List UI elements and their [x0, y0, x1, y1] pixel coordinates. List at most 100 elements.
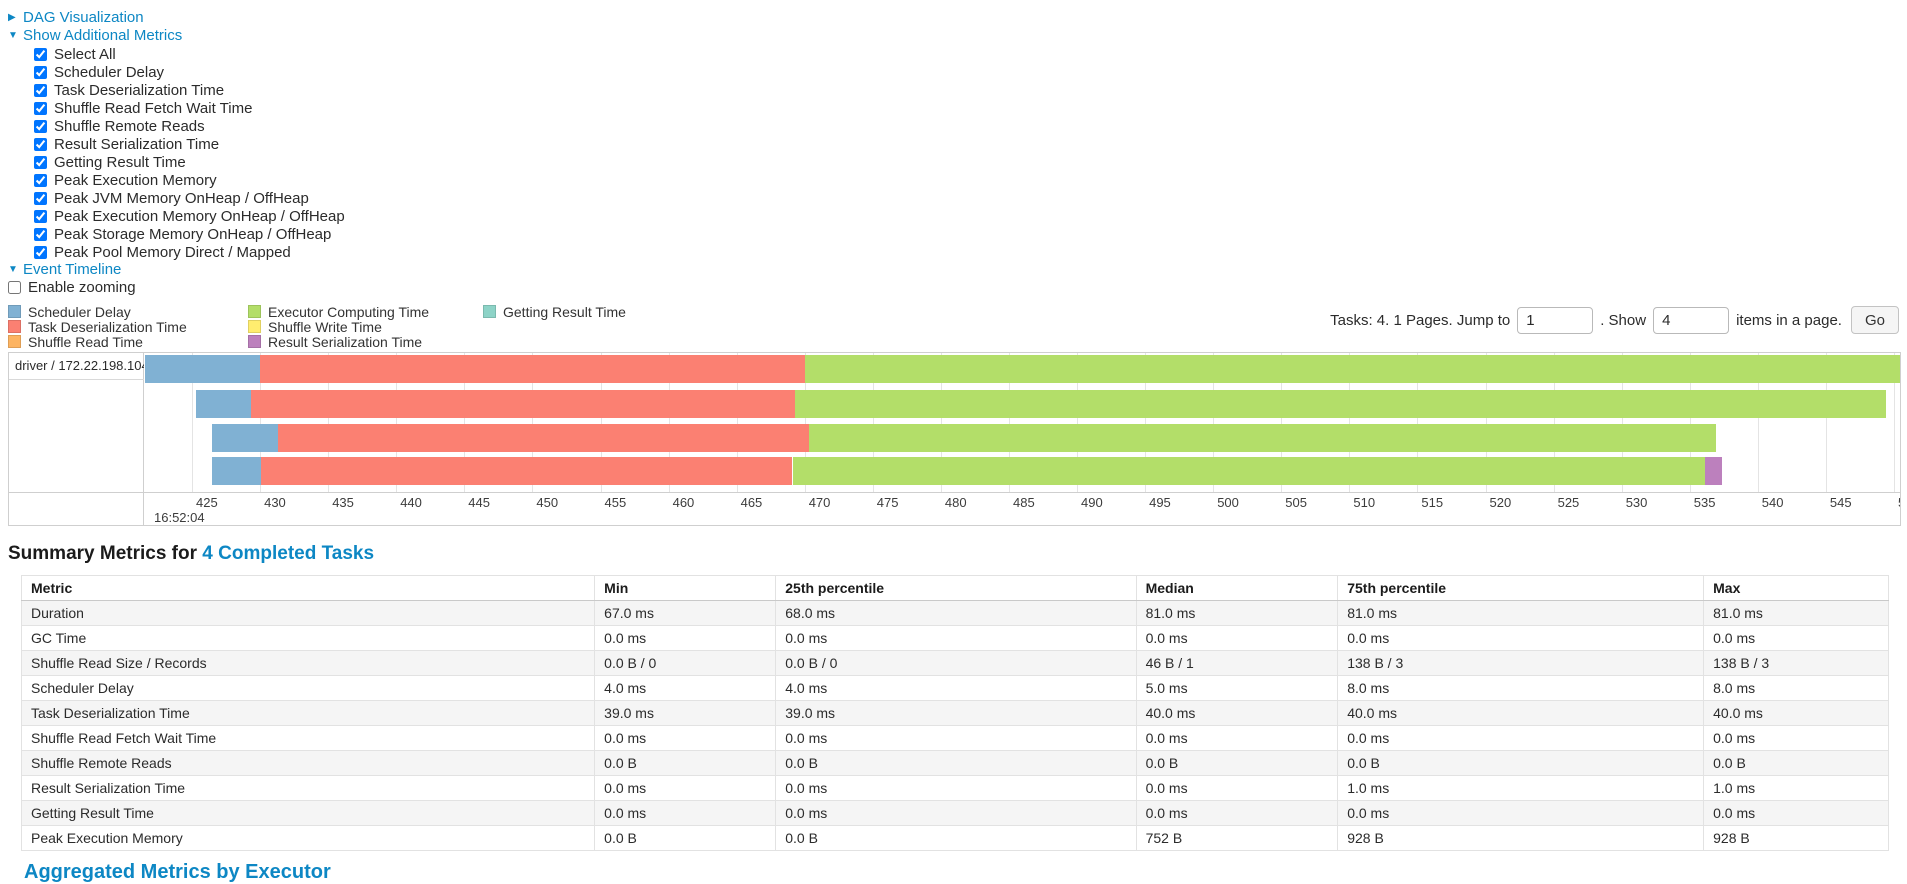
- metric-checkbox-row: Peak JVM Memory OnHeap / OffHeap: [34, 189, 1899, 207]
- bar-segment-executor_computing: [792, 457, 1705, 485]
- metric-value-cell: 40.0 ms: [1337, 700, 1705, 726]
- gridline: [1894, 353, 1895, 493]
- metric-checkbox[interactable]: [34, 209, 47, 223]
- timeline-x-axis: 16:52:04 425 430 435 440 445 450 455 460 465 470 4…: [145, 492, 1900, 525]
- summary-table-row: Result Serialization Time 0.0 ms 0.0 ms 0.0…: [20, 775, 1889, 801]
- metric-checkbox[interactable]: [34, 173, 47, 187]
- gridline: [600, 353, 602, 493]
- gridline: [1689, 353, 1691, 493]
- legend-label: Getting Result Time: [503, 303, 626, 320]
- metric-value-cell: 0.0 B: [1135, 750, 1339, 776]
- task-timeline-bar[interactable]: [145, 457, 1900, 485]
- items-per-page-input[interactable]: [1653, 306, 1730, 334]
- enable-zooming-row: Enable zooming: [8, 279, 1899, 296]
- summary-column-header: 25th percentile: [775, 575, 1137, 601]
- metric-checkbox[interactable]: [34, 155, 47, 169]
- metric-value-cell: 0.0 B: [1703, 750, 1889, 776]
- metric-value-cell: 40.0 ms: [1703, 700, 1889, 726]
- legend-swatch-icon: [248, 305, 261, 318]
- metric-checkbox[interactable]: [34, 101, 47, 115]
- metric-value-cell: 0.0 ms: [1337, 725, 1705, 751]
- summary-metrics-heading: Summary Metrics for 4 Completed Tasks: [8, 543, 1907, 565]
- axis-tick-label: 465: [740, 495, 763, 510]
- dag-visualization-toggle[interactable]: ▶ DAG Visualization: [8, 9, 1899, 27]
- event-timeline-chart: driver / 172.22.198.104 16:52:04 425 430 4…: [8, 352, 1901, 526]
- axis-tick-label: 435: [332, 495, 354, 510]
- metric-checkbox[interactable]: [34, 227, 47, 241]
- bar-segment-scheduler_delay: [196, 390, 251, 418]
- metric-checkbox-label: Shuffle Read Fetch Wait Time: [54, 99, 253, 117]
- bar-segment-scheduler_delay: [212, 424, 278, 452]
- metric-checkbox-label: Shuffle Remote Reads: [54, 117, 205, 135]
- go-button[interactable]: Go: [1850, 306, 1899, 334]
- axis-tick-label: 515: [1421, 495, 1444, 510]
- metric-value-cell: 0.0 B: [775, 750, 1137, 776]
- task-timeline-bar[interactable]: [145, 390, 1900, 418]
- metric-checkbox[interactable]: [34, 47, 47, 61]
- task-timeline-bar[interactable]: [145, 424, 1900, 452]
- show-additional-metrics-toggle[interactable]: ▼ Show Additional Metrics: [8, 27, 1899, 45]
- axis-tick-label: 530: [1625, 495, 1648, 510]
- legend-label: Task Deserialization Time: [28, 318, 187, 335]
- metric-checkbox-label: Task Deserialization Time: [54, 81, 225, 99]
- metric-value-cell: 39.0 ms: [594, 700, 777, 726]
- legend-swatch-icon: [483, 305, 496, 318]
- next-section-heading-cutoff[interactable]: Aggregated Metrics by Executor: [24, 861, 331, 883]
- enable-zooming-checkbox[interactable]: [8, 281, 21, 294]
- gridline: [940, 353, 942, 493]
- metric-checkbox-row: Peak Execution Memory: [34, 171, 1899, 189]
- metric-checkbox[interactable]: [34, 65, 47, 79]
- gridline: [804, 353, 806, 493]
- metric-checkbox-row: Select All: [34, 45, 1899, 63]
- metric-checkbox[interactable]: [34, 119, 47, 133]
- jump-to-page-input[interactable]: [1517, 306, 1594, 334]
- gridline: [1009, 353, 1010, 493]
- event-timeline-toggle[interactable]: ▼ Event Timeline: [8, 261, 1899, 279]
- metric-checkbox-label: Peak Execution Memory: [54, 171, 217, 189]
- axis-tick-label: 470: [808, 495, 831, 510]
- timeline-group-column: [9, 353, 144, 525]
- summary-table-header-row: Metric Min 25th percentile Median 75th perce…: [20, 575, 1889, 601]
- axis-tick-label: 545: [1829, 495, 1852, 510]
- completed-tasks-link[interactable]: 4 Completed Tasks: [202, 543, 375, 564]
- metric-checkbox-row: Shuffle Remote Reads: [34, 117, 1899, 135]
- legend-swatch-icon: [248, 335, 261, 348]
- metric-value-cell: 138 B / 3: [1337, 650, 1705, 676]
- summary-table-row: GC Time 0.0 ms 0.0 ms 0.0 ms 0.0 ms 0.0 ms: [20, 625, 1889, 651]
- gridline: [1825, 353, 1827, 493]
- metric-name-cell: Task Deserialization Time: [20, 700, 596, 726]
- gridline: [192, 353, 193, 493]
- metric-value-cell: 1.0 ms: [1703, 775, 1889, 801]
- metric-name-cell: Duration: [20, 600, 596, 626]
- metric-checkbox-label: Scheduler Delay: [54, 63, 165, 81]
- gridline: [1349, 353, 1351, 493]
- metric-name-cell: Shuffle Read Fetch Wait Time: [20, 725, 596, 751]
- metric-checkbox[interactable]: [34, 137, 47, 151]
- metric-name-cell: Scheduler Delay: [20, 675, 596, 701]
- summary-column-header: Metric: [20, 575, 596, 601]
- metric-value-cell: 0.0 ms: [594, 775, 777, 801]
- metric-value-cell: 0.0 ms: [1337, 625, 1705, 651]
- metric-checkbox-row: Peak Execution Memory OnHeap / OffHeap: [34, 207, 1899, 225]
- task-timeline-bar[interactable]: [145, 355, 1900, 383]
- legend-label: Shuffle Write Time: [268, 318, 382, 335]
- metric-value-cell: 0.0 ms: [1337, 800, 1705, 826]
- axis-tick-label: 535: [1693, 495, 1716, 510]
- summary-column-header: Median: [1135, 575, 1339, 601]
- metric-checkbox[interactable]: [34, 245, 47, 259]
- gridline: [736, 353, 738, 493]
- axis-tick-label: 490: [1081, 495, 1103, 510]
- summary-table-row: Duration 67.0 ms 68.0 ms 81.0 ms 81.0 ms 81.0…: [20, 600, 1889, 626]
- metric-checkbox[interactable]: [34, 83, 47, 97]
- metric-checkbox[interactable]: [34, 191, 47, 205]
- metric-value-cell: 0.0 B: [594, 750, 777, 776]
- summary-heading-prefix: Summary Metrics for: [8, 543, 203, 564]
- gridline: [1077, 353, 1078, 493]
- bar-segment-task_deserialization: [261, 457, 793, 485]
- metric-value-cell: 81.0 ms: [1703, 600, 1889, 626]
- show-additional-metrics-label: Show Additional Metrics: [23, 27, 183, 44]
- collapsed-arrow-icon: ▶: [8, 12, 16, 23]
- gridline: [1485, 353, 1487, 493]
- timeline-plot-area[interactable]: [145, 353, 1900, 493]
- summary-table-row: Task Deserialization Time 39.0 ms 39.0 ms 4…: [20, 700, 1889, 726]
